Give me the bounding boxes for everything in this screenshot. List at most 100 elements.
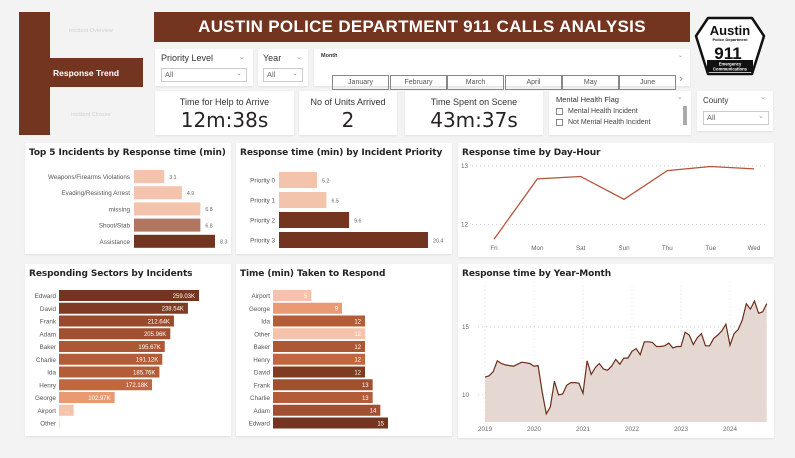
year-dropdown[interactable]: All ⌄ [263, 68, 303, 82]
chart-top5-svg: Weapons/Firearms Violations 3.1 Evading/Re… [48, 170, 227, 248]
x-tick-label: Tue [705, 245, 716, 252]
month-button-may[interactable]: May [562, 75, 619, 90]
chevron-down-icon[interactable]: ⌄ [239, 53, 245, 61]
chart-time-taken-svg: Airport 5 George 9 Ida 12 Other 12 Baker 12 Henry 1… [249, 290, 388, 429]
category-label: Edward [249, 421, 271, 428]
x-tick-label: 2024 [723, 426, 738, 433]
y-tick-label: 15 [462, 324, 470, 331]
category-label: Frank [254, 382, 271, 389]
data-label: 191.12K [136, 358, 158, 364]
category-label: Priority 1 [250, 198, 275, 205]
x-tick-label: Mon [531, 245, 544, 252]
category-label: Ida [261, 319, 270, 326]
nav-item-incident-overview[interactable]: Incident Overview [69, 28, 113, 34]
county-slicer: County ⌄ All ⌄ [697, 91, 773, 131]
bar [279, 192, 327, 208]
chevron-down-icon[interactable]: ⌄ [677, 93, 683, 101]
data-label: 5 [304, 294, 308, 300]
data-label: 9.6 [354, 218, 361, 224]
priority-level-slicer: Priority Level ⌄ All ⌄ [155, 49, 253, 86]
chevron-right-icon[interactable]: › [679, 72, 684, 85]
chart-year-month: Response time by Year-Month 2019 2020 2021… [458, 264, 774, 438]
category-label: Edward [35, 293, 57, 300]
data-label: 12 [354, 358, 361, 364]
bar [273, 353, 365, 365]
month-button-june[interactable]: June [619, 75, 676, 90]
data-label: 12 [354, 370, 361, 376]
month-button-march[interactable]: March [447, 75, 504, 90]
chart-title: Response time (min) by Incident Priority [240, 148, 443, 158]
month-button-april[interactable]: April [505, 75, 562, 90]
category-label: David [40, 306, 57, 313]
month-title: Month [321, 53, 338, 59]
checkbox-mental-health-incident[interactable]: Mental Health Incident [556, 108, 651, 115]
kpi-label: Time Spent on Scene [430, 97, 518, 107]
data-label: 12 [354, 319, 361, 325]
nav-item-incident-closure[interactable]: Incident Closure [71, 112, 111, 118]
category-label: Charlie [250, 395, 270, 402]
category-label: Adam [254, 408, 270, 415]
data-label: 13 [362, 383, 369, 389]
checkbox-not-mental-health-incident[interactable]: Not Mental Health Incident [556, 119, 651, 126]
bar [59, 392, 115, 403]
data-label: 212.64K [148, 319, 170, 325]
bar [134, 170, 165, 183]
logo-pd-text: Police Department [712, 37, 748, 42]
apd-911-logo: Austin Police Department 911 Emergency C… [694, 14, 766, 76]
year-value: All [267, 70, 276, 79]
chevron-down-icon[interactable]: ⌄ [296, 53, 302, 61]
x-tick-label: 2021 [576, 426, 591, 433]
bar [59, 404, 74, 416]
kpi-value: 2 [341, 108, 355, 132]
kpi-card-time-on-scene: Time Spent on Scene 43m:37s [405, 91, 543, 135]
checkbox-icon[interactable] [556, 108, 563, 115]
checkbox-icon[interactable] [556, 119, 563, 126]
x-tick-label: Wed [748, 245, 761, 252]
month-button-january[interactable]: January [332, 75, 389, 90]
bar [59, 366, 160, 378]
bar [273, 379, 373, 391]
chart-sectors: Responding Sectors by Incidents Edward 25… [25, 264, 231, 436]
bar [279, 212, 350, 228]
x-tick-label: Fri [490, 245, 497, 252]
data-label: 8.3 [220, 240, 227, 246]
data-label: 15 [377, 421, 384, 427]
bar [134, 202, 201, 216]
chevron-down-icon: ⌄ [292, 70, 298, 77]
data-label: 9 [335, 307, 339, 313]
y-tick-label: 12 [461, 222, 469, 229]
priority-level-dropdown[interactable]: All ⌄ [161, 68, 247, 82]
checkbox-label: Not Mental Health Incident [568, 119, 651, 126]
chevron-down-icon[interactable]: ⌄ [760, 93, 766, 101]
data-label: 12 [354, 345, 361, 351]
data-label: 185.76K [133, 370, 155, 376]
x-tick-label: 2020 [527, 426, 542, 433]
chart-top5-incidents: Top 5 Incidents by Response time (min) W… [25, 143, 231, 254]
category-label: Airport [251, 293, 270, 300]
series-line [493, 165, 755, 240]
scrollbar[interactable] [683, 106, 687, 125]
bar [59, 379, 153, 391]
bar [273, 404, 381, 416]
data-label: 14 [370, 409, 377, 415]
bar [273, 315, 365, 327]
category-label: Other [254, 331, 270, 338]
chart-title: Time (min) Taken to Respond [240, 269, 386, 279]
county-dropdown[interactable]: All ⌄ [703, 111, 769, 125]
nav-item-response-trend[interactable]: Response Trend [19, 58, 143, 87]
chevron-down-icon: ⌄ [236, 70, 242, 77]
data-label: 6.5 [331, 198, 338, 204]
year-slicer: Year ⌄ All ⌄ [258, 49, 308, 86]
category-label: Airport [37, 408, 56, 415]
chart-time-taken: Time (min) Taken to Respond Airport 5 Geor… [236, 264, 452, 436]
month-button-february[interactable]: February [390, 75, 447, 90]
data-label: ... [65, 409, 70, 415]
bar [273, 328, 365, 340]
priority-level-value: All [165, 70, 174, 79]
bar [134, 186, 182, 200]
page-title: AUSTIN POLICE DEPARTMENT 911 CALLS ANALY… [154, 12, 690, 42]
category-label: Weapons/Firearms Violations [48, 174, 130, 181]
bar [59, 302, 188, 314]
chevron-down-icon[interactable]: ⌄ [678, 52, 684, 59]
category-label: Other [40, 421, 56, 428]
